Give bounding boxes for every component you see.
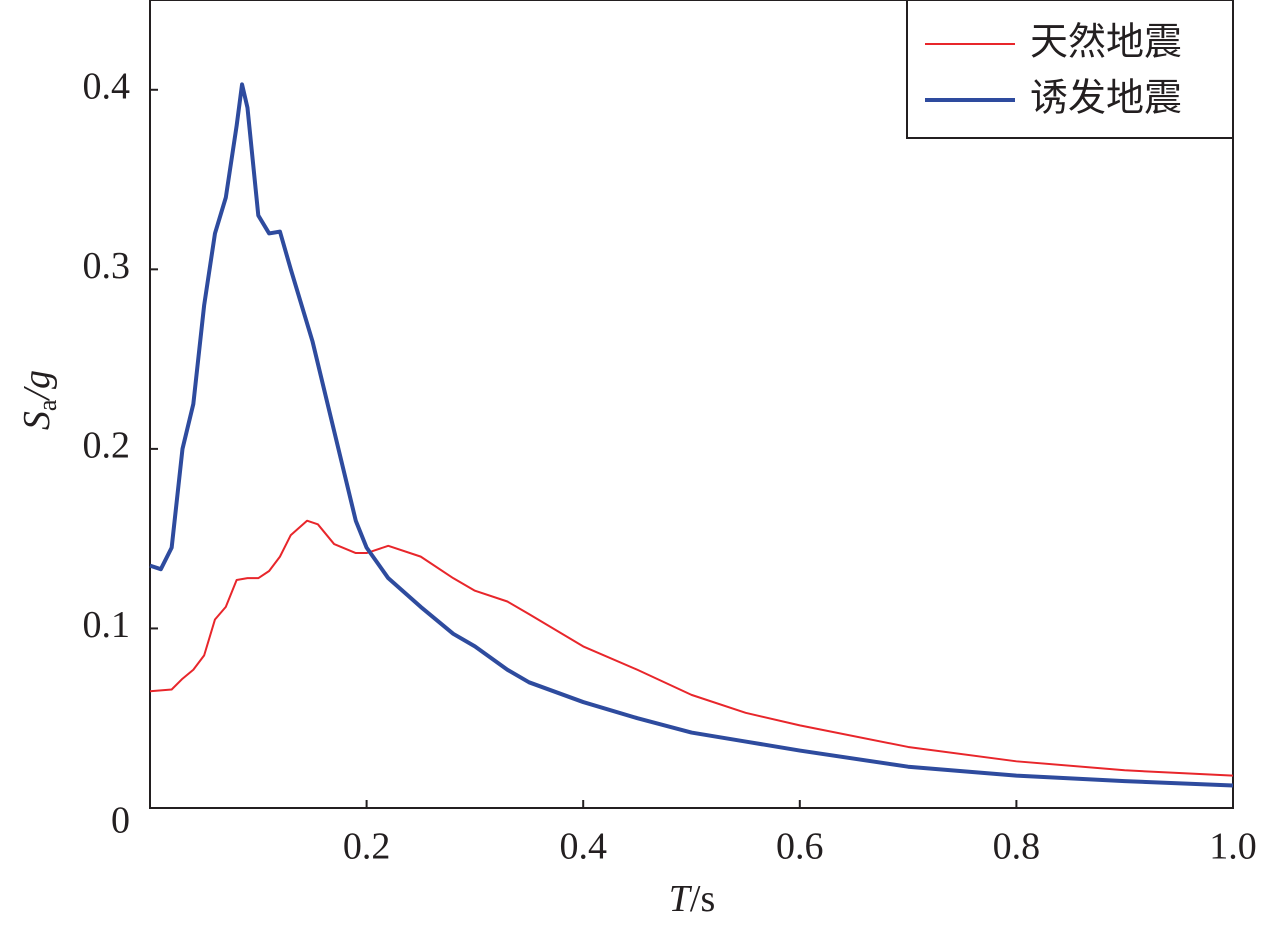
- x-label-rest: /s: [690, 878, 715, 920]
- y-tick-label: 0.4: [83, 65, 131, 107]
- x-label-italic: T: [669, 878, 693, 920]
- x-tick-label: 0.2: [343, 826, 391, 868]
- y-tick-label: 0.3: [83, 245, 131, 287]
- x-tick-label: 0.4: [559, 826, 607, 868]
- y-tick-label: 0.2: [83, 425, 131, 467]
- y-tick-label: 0: [111, 800, 130, 842]
- y-axis-label: Sa/g: [16, 370, 62, 430]
- x-tick-label: 0.6: [776, 826, 824, 868]
- x-tick-label: 1.0: [1209, 826, 1257, 868]
- y-label-rest: /g: [16, 370, 58, 402]
- legend-label: 天然地震: [1030, 20, 1182, 64]
- series-line: [149, 519, 1234, 777]
- legend-label: 诱发地震: [1030, 76, 1182, 120]
- plot-frame: [149, 0, 1234, 809]
- series-line: [149, 82, 1234, 788]
- y-tick-label: 0.1: [83, 604, 131, 646]
- x-axis-label: T/s: [669, 878, 716, 920]
- y-label-base: S: [16, 411, 58, 430]
- legend-box: [906, 0, 1234, 139]
- x-tick-label: 0.8: [993, 826, 1041, 868]
- y-label-subscript: a: [33, 399, 62, 411]
